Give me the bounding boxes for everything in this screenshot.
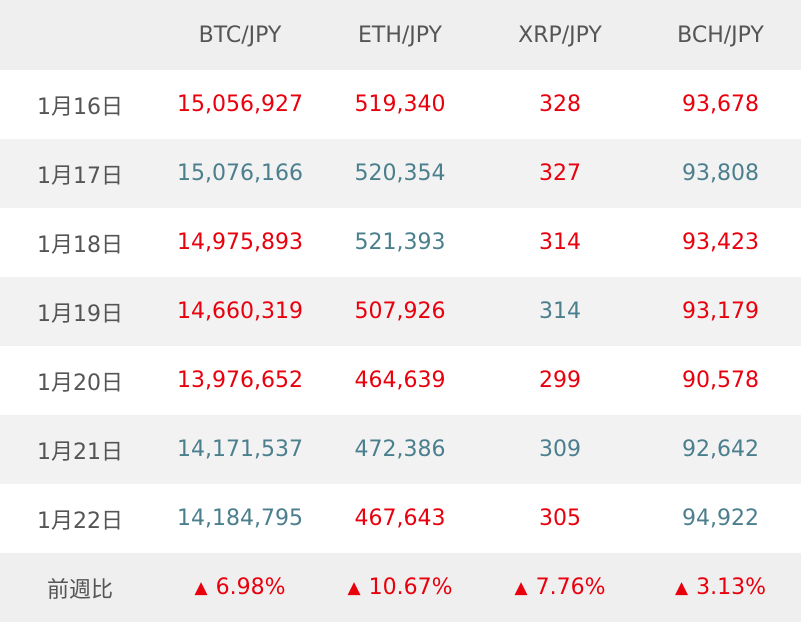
weekly-change-btc: ▲ 6.98%	[160, 553, 320, 622]
price-cell-eth: 520,354	[354, 161, 446, 186]
price-cell-bch: 90,578	[682, 368, 759, 393]
weekly-change-eth: ▲ 10.67%	[320, 553, 480, 622]
price-cell-btc: 14,184,795	[177, 506, 303, 531]
price-cell-btc: 15,076,166	[177, 161, 303, 186]
price-cell-btc: 14,171,537	[177, 437, 303, 462]
price-cell-bch: 92,642	[682, 437, 759, 462]
price-cell-bch: 93,423	[682, 230, 759, 255]
date-cell: 1月19日	[37, 301, 123, 327]
price-cell-bch: 93,678	[682, 92, 759, 117]
price-cell-xrp: 314	[539, 230, 581, 255]
price-cell-xrp: 309	[539, 437, 581, 462]
up-triangle-icon: ▲	[194, 578, 208, 598]
weekly-change-value: 7.76%	[535, 575, 606, 600]
table-row: 1月22日 14,184,795 467,643 305 94,922	[0, 484, 801, 553]
price-cell-eth: 521,393	[354, 230, 446, 255]
weekly-change-value: 6.98%	[215, 575, 286, 600]
weekly-change-bch: ▲ 3.13%	[640, 553, 801, 622]
header-cell-btc: BTC/JPY	[198, 22, 282, 48]
price-cell-btc: 14,975,893	[177, 230, 303, 255]
table-row: 1月20日 13,976,652 464,639 299 90,578	[0, 346, 801, 415]
price-cell-eth: 464,639	[354, 368, 446, 393]
price-cell-btc: 14,660,319	[177, 299, 303, 324]
weekly-change-label: 前週比	[46, 577, 113, 603]
weekly-change-value: 10.67%	[368, 575, 453, 600]
price-cell-bch: 93,808	[682, 161, 759, 186]
table-body: 1月16日 15,056,927 519,340 328 93,678 1月17日 15,0…	[0, 70, 801, 553]
table-row: 1月16日 15,056,927 519,340 328 93,678	[0, 70, 801, 139]
date-cell: 1月21日	[37, 439, 123, 465]
price-cell-bch: 94,922	[682, 506, 759, 531]
price-cell-eth: 467,643	[354, 506, 446, 531]
price-cell-btc: 13,976,652	[177, 368, 303, 393]
header-cell-eth: ETH/JPY	[357, 22, 442, 48]
weekly-change-value: 3.13%	[696, 575, 766, 600]
table-header: BTC/JPY ETH/JPY XRP/JPY BCH/JPY	[0, 0, 801, 70]
price-cell-xrp: 327	[539, 161, 581, 186]
date-cell: 1月18日	[37, 232, 123, 258]
price-cell-xrp: 314	[539, 299, 581, 324]
price-cell-eth: 507,926	[354, 299, 446, 324]
price-cell-btc: 15,056,927	[177, 92, 303, 117]
table-row: 1月18日 14,975,893 521,393 314 93,423	[0, 208, 801, 277]
date-cell: 1月17日	[37, 163, 123, 189]
table-row: 1月19日 14,660,319 507,926 314 93,179	[0, 277, 801, 346]
table-row: 1月17日 15,076,166 520,354 327 93,808	[0, 139, 801, 208]
date-cell: 1月20日	[37, 370, 123, 396]
up-triangle-icon: ▲	[347, 578, 361, 598]
price-cell-eth: 472,386	[354, 437, 446, 462]
table-footer: 前週比 ▲ 6.98% ▲ 10.67% ▲ 7.76% ▲ 3.13%	[0, 553, 801, 622]
date-cell: 1月22日	[37, 508, 123, 534]
up-triangle-icon: ▲	[675, 578, 689, 598]
header-cell-bch: BCH/JPY	[677, 22, 764, 48]
price-cell-eth: 519,340	[354, 92, 446, 117]
header-cell-empty	[0, 0, 160, 70]
header-cell-xrp: XRP/JPY	[518, 22, 602, 48]
price-cell-xrp: 305	[539, 506, 581, 531]
weekly-change-row: 前週比 ▲ 6.98% ▲ 10.67% ▲ 7.76% ▲ 3.13%	[0, 553, 801, 622]
price-cell-xrp: 299	[539, 368, 581, 393]
header-row: BTC/JPY ETH/JPY XRP/JPY BCH/JPY	[0, 0, 801, 70]
table-row: 1月21日 14,171,537 472,386 309 92,642	[0, 415, 801, 484]
weekly-change-xrp: ▲ 7.76%	[480, 553, 640, 622]
price-cell-xrp: 328	[539, 92, 581, 117]
price-cell-bch: 93,179	[682, 299, 759, 324]
date-cell: 1月16日	[37, 94, 123, 120]
up-triangle-icon: ▲	[514, 578, 528, 598]
